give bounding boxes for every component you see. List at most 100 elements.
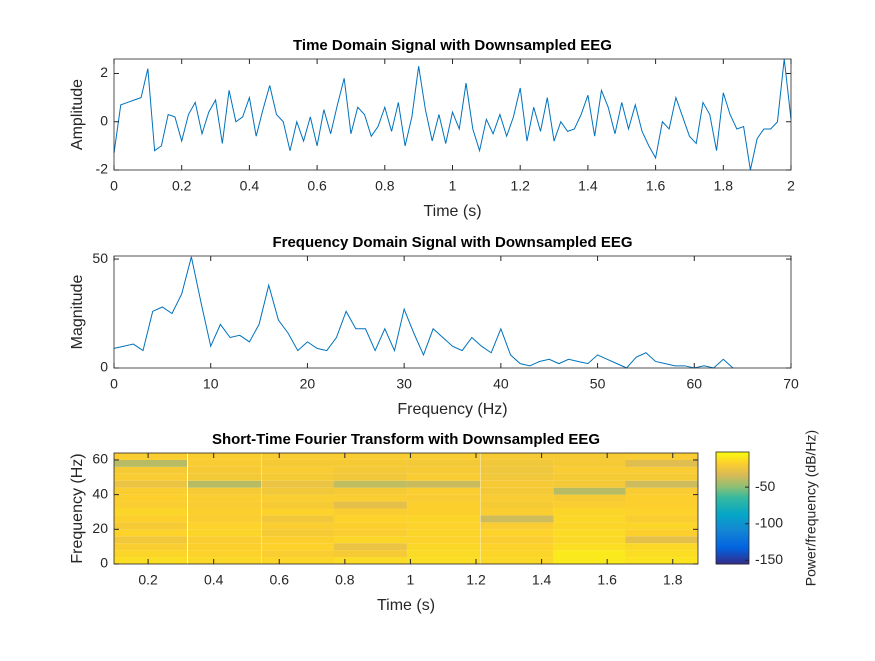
heatmap-cell: [187, 453, 262, 460]
colorbar-segment: [716, 536, 749, 539]
x-tick-label: 10: [203, 376, 219, 392]
heatmap-cell: [407, 557, 481, 564]
colorbar-segment: [716, 532, 749, 535]
x-tick-label: 50: [590, 376, 606, 392]
colorbar-segment: [716, 457, 749, 460]
heatmap-cell: [333, 487, 407, 495]
heatmap-cell: [114, 494, 188, 502]
heatmap-cell: [261, 480, 335, 488]
colorbar-segment: [716, 455, 749, 459]
x-tick-label: 1.6: [597, 572, 617, 588]
heatmap-cell: [187, 480, 262, 488]
heatmap-cell: [261, 487, 335, 495]
heatmap-cell: [187, 487, 262, 495]
axes-frame: [113, 255, 792, 369]
heatmap-cell: [333, 508, 407, 516]
heatmap-cell: [553, 550, 627, 558]
heatmap-cell: [261, 557, 335, 564]
axes-frame: [113, 452, 699, 565]
colorbar-tick-label: -150: [755, 551, 783, 567]
heatmap-cell: [625, 473, 698, 481]
colorbar-segment: [716, 522, 749, 526]
colorbar-segment: [716, 511, 749, 515]
x-tick-label: 0: [110, 178, 118, 194]
heatmap-cell: [261, 515, 335, 523]
x-tick-label: 0.6: [270, 572, 290, 588]
colorbar-segment: [716, 545, 749, 548]
heatmap-cell: [553, 543, 627, 551]
heatmap-cell: [261, 494, 335, 502]
x-tick-label: 0.6: [307, 178, 327, 194]
heatmap-cell: [261, 473, 335, 481]
heatmap-cell: [407, 529, 481, 537]
y-axis-label: Amplitude: [69, 79, 86, 150]
colorbar-segment: [716, 485, 749, 488]
colorbar-segment: [716, 463, 749, 466]
colorbar-segment: [716, 543, 749, 546]
heatmap-cell: [114, 557, 188, 564]
heatmap-cell: [187, 508, 262, 516]
heatmap-cell: [187, 550, 262, 558]
x-tick-label: 1.2: [466, 572, 486, 588]
heatmap-cell: [187, 543, 262, 551]
heatmap-cell: [187, 522, 262, 530]
heatmap-cell: [553, 557, 627, 564]
x-tick-label: 0.2: [172, 178, 192, 194]
axes-background: [114, 256, 791, 368]
x-axis-label: Frequency (Hz): [397, 401, 507, 418]
heatmap-cell: [625, 459, 698, 467]
heatmap-cell: [407, 459, 481, 467]
colorbar-segment: [716, 562, 749, 565]
colorbar-segment: [716, 478, 749, 481]
y-axis-label: Magnitude: [69, 275, 86, 350]
colorbar-segment: [716, 552, 749, 556]
colorbar-segment: [716, 549, 749, 552]
heatmap-cell: [187, 515, 262, 523]
colorbar-label: Power/frequency (dB/Hz): [803, 430, 819, 586]
heatmap-cell: [333, 459, 407, 467]
heatmap-cell: [480, 459, 554, 467]
heatmap-cell: [407, 536, 481, 544]
heatmap-cell: [553, 529, 627, 537]
y-tick-label: 50: [92, 250, 108, 266]
heatmap-cell: [114, 508, 188, 516]
heatmap-cell: [625, 529, 698, 537]
x-axis-label: Time (s): [377, 597, 435, 614]
x-tick-label: 0.8: [335, 572, 355, 588]
heatmap-cell: [553, 536, 627, 544]
x-tick-label: 1.8: [663, 572, 683, 588]
heatmap-cell: [114, 536, 188, 544]
heatmap-cell: [480, 529, 554, 537]
heatmap-cell: [480, 480, 554, 488]
x-tick-label: 30: [396, 376, 412, 392]
heatmap-cell: [261, 536, 335, 544]
x-tick-label: 1: [449, 178, 457, 194]
axes-title: Short-Time Fourier Transform with Downsa…: [212, 431, 600, 448]
heatmap-cell: [333, 501, 407, 509]
colorbar-segment: [716, 502, 749, 505]
x-tick-label: 1.4: [578, 178, 598, 194]
colorbar-segment: [716, 465, 749, 468]
heatmap-cell: [480, 515, 554, 523]
heatmap-cell: [625, 536, 698, 544]
heatmap-cell: [407, 515, 481, 523]
colorbar-segment: [716, 556, 749, 559]
colorbar-segment: [716, 534, 749, 537]
heatmap-cell: [480, 466, 554, 474]
colorbar-segment: [716, 550, 749, 554]
colorbar-segment: [716, 496, 749, 500]
heatmap-cell: [333, 557, 407, 564]
heatmap-cell: [333, 473, 407, 481]
heatmap-cell: [407, 508, 481, 516]
heatmap-cell: [407, 487, 481, 495]
y-tick-label: 60: [92, 451, 108, 467]
heatmap-cell: [480, 453, 554, 460]
x-tick-label: 2: [787, 178, 795, 194]
heatmap-cell: [553, 522, 627, 530]
colorbar-segment: [716, 554, 749, 558]
heatmap-cell: [333, 543, 407, 551]
heatmap-cell: [553, 515, 627, 523]
x-tick-label: 1.4: [532, 572, 552, 588]
heatmap-cell: [407, 466, 481, 474]
heatmap-cell: [261, 508, 335, 516]
